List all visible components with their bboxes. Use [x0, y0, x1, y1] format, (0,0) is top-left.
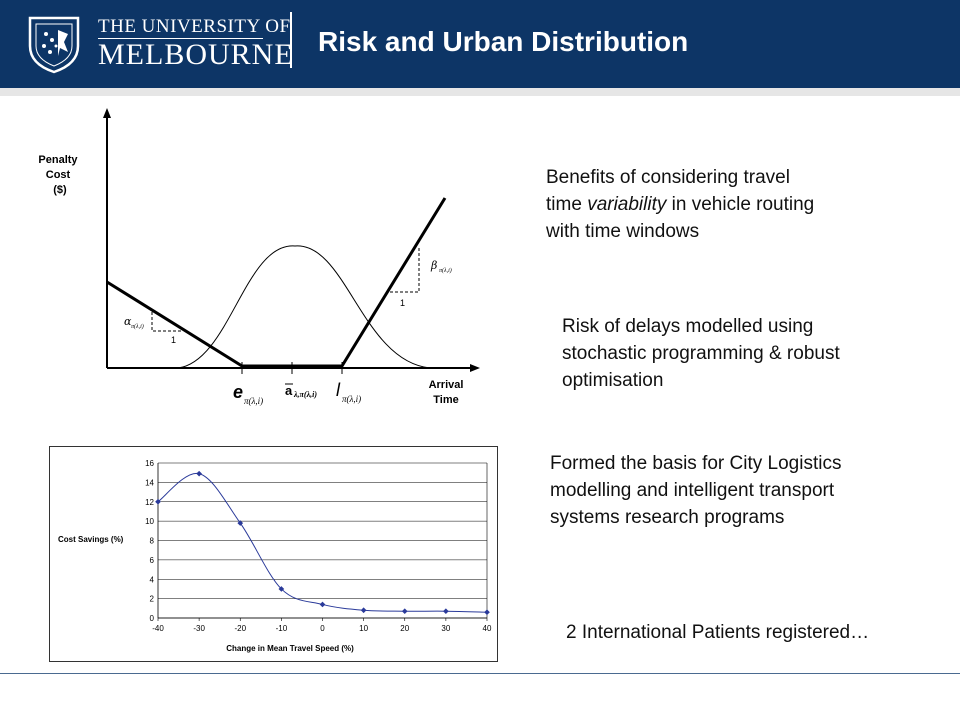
label-beta: β	[430, 259, 437, 272]
bullet-1-line-3: with time windows	[546, 221, 700, 242]
cost-savings-series-line	[157, 473, 488, 613]
y-axis-label-line2: Cost	[46, 169, 71, 181]
chart-data-point	[237, 520, 244, 526]
chart-data-point	[401, 608, 408, 615]
beta-slope-indicator	[390, 246, 420, 293]
cost-savings-chart: 0 2 4 6 8 10 12 14 16 -40 -30 -20 -10 0 10 20 30 40 Cost …	[58, 459, 492, 653]
chart-data-point	[484, 609, 490, 616]
label-a: a	[285, 383, 293, 398]
y-axis-arrow	[103, 108, 111, 118]
bullet-4-line-1: 2 International Patients registered…	[566, 622, 870, 643]
x-axis-arrow	[470, 364, 480, 372]
chart-x-tick-label: 10	[359, 624, 368, 633]
bullet-2-line-3: optimisation	[562, 370, 664, 391]
chart-x-tick-label: 40	[483, 624, 492, 633]
bullet-1-line-1: Benefits of considering travel	[546, 167, 790, 188]
chart-y-tick-label: 0	[150, 614, 155, 623]
y-axis-label-line1: Penalty	[38, 154, 78, 166]
chart-y-tick-label: 16	[145, 459, 154, 468]
header-bar: THE UNIVERSITY OF MELBOURNE Risk and Urb…	[0, 0, 960, 88]
bullet-2-line-2: stochastic programming & robust	[562, 343, 840, 364]
label-l: l	[336, 380, 341, 400]
penalty-cost-diagram: Penalty Cost ($) Arrival Time e π(λ,i) a…	[38, 108, 480, 406]
university-name-line2: MELBOURNE	[98, 38, 294, 71]
chart-y-tick-label: 4	[150, 575, 155, 584]
bullet-1-line-2-post: in vehicle routing	[666, 194, 815, 215]
bullet-1-line-2: time variability in vehicle routing	[546, 191, 814, 218]
page-title: Risk and Urban Distribution	[318, 26, 689, 57]
label-e-subscript: π(λ,i)	[244, 396, 263, 406]
bullet-1-line-2-pre: time	[546, 194, 588, 215]
bullet-2-line-1: Risk of delays modelled using	[562, 316, 814, 337]
cost-savings-chart-frame: 0 2 4 6 8 10 12 14 16 -40 -30 -20 -10 0 10 20 30 40 Cost …	[49, 446, 498, 662]
header-strip	[0, 88, 960, 96]
label-one-left: 1	[171, 335, 176, 345]
chart-x-axis-label: Change in Mean Travel Speed (%)	[226, 644, 354, 653]
bullet-1-line-2-emphasis: variability	[587, 194, 667, 215]
alpha-slope-indicator	[151, 312, 182, 332]
bullet-city-logistics: Formed the basis for City Logistics mode…	[550, 450, 841, 531]
x-axis-label-line1: Arrival	[429, 379, 464, 391]
arrival-distribution-curve	[177, 245, 431, 369]
chart-data-point	[443, 608, 449, 615]
label-a-subscript: λ,π(λ,i)	[293, 390, 317, 399]
bullet-risk-of-delays: Risk of delays modelled using stochastic…	[562, 313, 840, 394]
university-name-rule	[98, 38, 263, 39]
chart-x-tick-label: -20	[234, 624, 246, 633]
chart-y-tick-label: 2	[150, 595, 155, 604]
bullet-patients-registered: 2 International Patients registered…	[566, 619, 869, 646]
bullet-travel-variability: Benefits of considering travel time vari…	[546, 164, 814, 245]
university-name-line1: THE UNIVERSITY OF	[98, 16, 291, 37]
bullet-3-line-1: Formed the basis for City Logistics	[550, 453, 842, 474]
chart-x-tick-label: 30	[441, 624, 450, 633]
label-e: e	[233, 382, 243, 402]
chart-y-axis-label: Cost Savings (%)	[58, 535, 124, 544]
label-alpha-subscript: π(λ,i)	[131, 323, 144, 330]
chart-y-tick-label: 10	[145, 517, 154, 526]
header-divider	[290, 12, 292, 68]
chart-data-point	[278, 586, 285, 592]
y-axis-label-line3: ($)	[53, 184, 67, 196]
label-beta-subscript: π(λ,i)	[439, 267, 452, 274]
footer-line	[0, 673, 960, 674]
chart-y-tick-label: 8	[150, 537, 155, 546]
university-crest-icon	[28, 16, 80, 74]
chart-data-point	[196, 470, 202, 477]
chart-y-tick-label: 6	[150, 556, 155, 565]
chart-x-tick-label: 0	[320, 624, 325, 633]
chart-y-tick-label: 14	[145, 478, 154, 487]
chart-data-point	[360, 607, 367, 614]
x-axis-label-line2: Time	[433, 394, 458, 406]
label-alpha: α	[124, 315, 132, 328]
bullet-3-line-3: systems research programs	[550, 507, 785, 528]
label-l-subscript: π(λ,i)	[342, 394, 361, 404]
chart-x-tick-label: -30	[193, 624, 205, 633]
chart-x-tick-label: -10	[276, 624, 288, 633]
chart-x-tick-label: -40	[152, 624, 164, 633]
label-one-right: 1	[400, 298, 405, 308]
bullet-3-line-2: modelling and intelligent transport	[550, 480, 835, 501]
chart-data-point	[319, 601, 326, 608]
penalty-function-line	[106, 197, 447, 368]
chart-x-tick-label: 20	[400, 624, 409, 633]
chart-y-tick-label: 12	[145, 498, 154, 507]
